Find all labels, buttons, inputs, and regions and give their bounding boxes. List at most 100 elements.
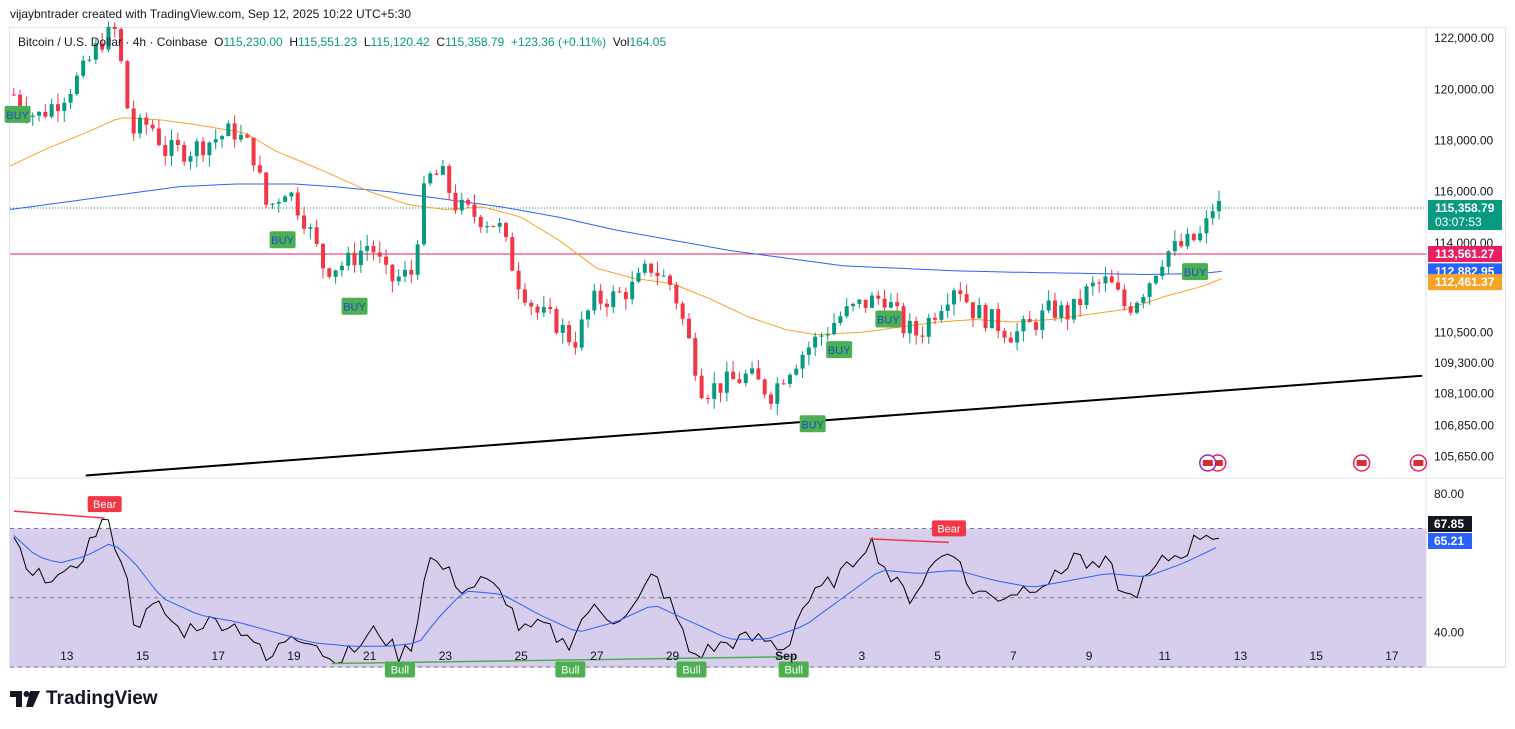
candle-body[interactable] xyxy=(409,269,414,275)
candle-body[interactable] xyxy=(567,325,572,343)
candle-body[interactable] xyxy=(339,265,344,271)
candle-body[interactable] xyxy=(731,371,736,380)
candle-body[interactable] xyxy=(352,252,357,266)
candle-body[interactable] xyxy=(510,237,515,271)
candle-body[interactable] xyxy=(598,290,603,304)
candle-body[interactable] xyxy=(289,192,294,197)
candle-body[interactable] xyxy=(952,290,956,305)
candle-body[interactable] xyxy=(112,26,117,30)
candle-body[interactable] xyxy=(270,203,275,205)
candle-body[interactable] xyxy=(106,26,111,50)
support-trendline[interactable] xyxy=(85,374,1423,477)
candle-body[interactable] xyxy=(447,165,452,193)
candle-body[interactable] xyxy=(163,145,168,157)
candle-body[interactable] xyxy=(548,306,553,310)
candle-body[interactable] xyxy=(440,165,445,175)
candle-body[interactable] xyxy=(403,269,408,277)
candle-body[interactable] xyxy=(869,295,874,308)
candle-body[interactable] xyxy=(1185,233,1190,247)
candle-body[interactable] xyxy=(832,322,837,335)
candle-body[interactable] xyxy=(100,43,105,50)
bear-divergence-badge[interactable]: Bear xyxy=(87,496,122,513)
candle-body[interactable] xyxy=(649,263,654,273)
candle-body[interactable] xyxy=(743,373,748,384)
candle-body[interactable] xyxy=(18,94,23,107)
candle-body[interactable] xyxy=(226,123,231,137)
candle-body[interactable] xyxy=(478,216,483,228)
candle-body[interactable] xyxy=(844,306,849,317)
candle-body[interactable] xyxy=(876,295,881,299)
candle-body[interactable] xyxy=(1134,302,1139,313)
candle-body[interactable] xyxy=(1034,322,1039,331)
candle-body[interactable] xyxy=(358,250,363,266)
candle-body[interactable] xyxy=(11,94,16,96)
economic-event-marker[interactable] xyxy=(1352,454,1371,472)
candle-body[interactable] xyxy=(201,141,206,156)
candle-body[interactable] xyxy=(560,325,565,333)
candle-body[interactable] xyxy=(169,139,174,157)
candle-body[interactable] xyxy=(55,104,60,111)
candle-body[interactable] xyxy=(497,222,502,227)
buy-signal-badge[interactable]: BUY xyxy=(826,341,853,359)
candle-body[interactable] xyxy=(459,199,464,211)
candle-body[interactable] xyxy=(1191,233,1196,241)
candle-body[interactable] xyxy=(251,137,256,166)
candle-body[interactable] xyxy=(964,294,969,303)
candle-body[interactable] xyxy=(137,117,142,134)
candle-body[interactable] xyxy=(472,204,477,217)
candle-body[interactable] xyxy=(794,368,799,375)
candle-body[interactable] xyxy=(573,342,578,348)
buy-signal-badge[interactable]: BUY xyxy=(875,310,902,328)
bull-divergence-badge[interactable]: Bull xyxy=(778,661,809,678)
candle-body[interactable] xyxy=(1122,289,1127,307)
candle-body[interactable] xyxy=(636,272,641,282)
candle-body[interactable] xyxy=(1002,330,1007,338)
candle-body[interactable] xyxy=(434,173,439,175)
bull-divergence-badge[interactable]: Bull xyxy=(676,661,707,678)
candle-body[interactable] xyxy=(295,192,300,216)
candle-body[interactable] xyxy=(1153,275,1158,284)
candle-body[interactable] xyxy=(586,310,591,320)
candle-body[interactable] xyxy=(68,93,73,103)
candle-body[interactable] xyxy=(1166,251,1171,267)
candle-body[interactable] xyxy=(1084,286,1089,305)
candle-body[interactable] xyxy=(62,102,67,111)
candle-body[interactable] xyxy=(907,321,912,334)
candle-body[interactable] xyxy=(737,379,742,384)
candle-body[interactable] xyxy=(503,222,508,238)
candle-body[interactable] xyxy=(371,246,376,253)
candle-body[interactable] xyxy=(1015,331,1020,343)
candle-body[interactable] xyxy=(781,383,786,385)
buy-signal-badge[interactable]: BUY xyxy=(269,231,296,249)
candle-body[interactable] xyxy=(983,305,988,329)
candle-body[interactable] xyxy=(302,215,307,229)
candle-body[interactable] xyxy=(516,270,521,290)
candle-body[interactable] xyxy=(314,227,319,244)
candle-body[interactable] xyxy=(245,134,250,138)
candle-body[interactable] xyxy=(131,108,136,134)
candle-body[interactable] xyxy=(945,304,950,312)
ma-slow-line[interactable] xyxy=(9,183,1222,276)
candle-body[interactable] xyxy=(1128,306,1133,313)
candle-body[interactable] xyxy=(775,383,780,404)
candle-body[interactable] xyxy=(333,270,338,277)
candle-body[interactable] xyxy=(396,276,401,282)
candle-body[interactable] xyxy=(617,291,622,293)
bull-divergence-badge[interactable]: Bull xyxy=(384,661,415,678)
candle-body[interactable] xyxy=(800,354,805,369)
candle-body[interactable] xyxy=(756,368,761,380)
candle-body[interactable] xyxy=(1179,241,1184,247)
candle-body[interactable] xyxy=(857,299,862,304)
bull-divergence-badge[interactable]: Bull xyxy=(555,661,586,678)
candle-body[interactable] xyxy=(1160,266,1165,276)
candle-body[interactable] xyxy=(1071,298,1076,320)
candle-body[interactable] xyxy=(1147,283,1152,297)
candle-body[interactable] xyxy=(1097,282,1102,284)
rsi-ma-line[interactable] xyxy=(13,535,1217,647)
candle-body[interactable] xyxy=(327,268,332,277)
candle-body[interactable] xyxy=(125,61,130,109)
candle-body[interactable] xyxy=(813,336,818,348)
candle-body[interactable] xyxy=(989,309,994,329)
bear-divergence-line[interactable] xyxy=(13,510,105,519)
